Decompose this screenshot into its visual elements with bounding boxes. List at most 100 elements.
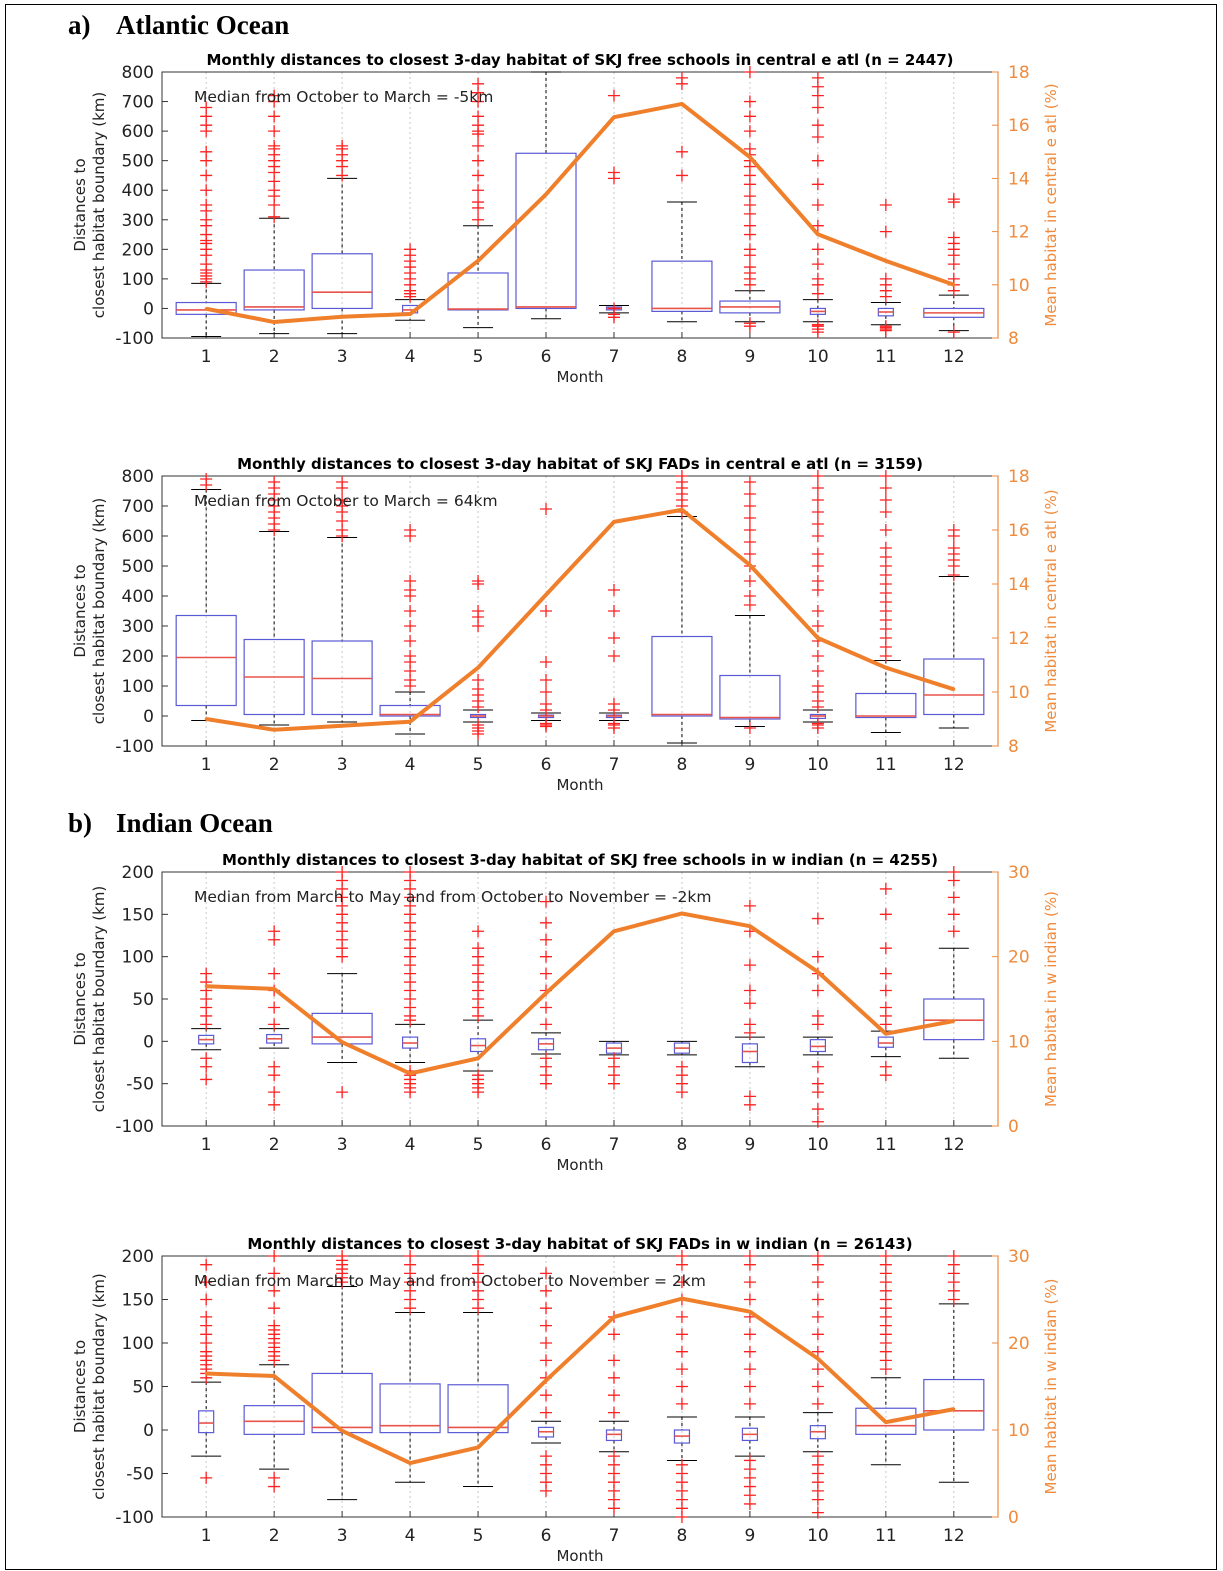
- outlier-marker: [879, 942, 892, 955]
- outlier-marker: [404, 1250, 417, 1262]
- outlier-marker: [540, 967, 553, 980]
- y2-tick-label: 12: [1008, 629, 1030, 649]
- x-tick-label: 12: [943, 1135, 965, 1155]
- boxplot-chart-atlantic-free-schools: -100010020030040050060070080081012141618…: [71, 51, 1060, 386]
- y-tick-label: -50: [126, 1075, 154, 1095]
- outlier-marker: [811, 1103, 824, 1116]
- outlier-marker: [879, 1001, 892, 1014]
- outlier-marker: [743, 125, 756, 138]
- outlier-marker: [811, 1250, 824, 1262]
- mean-habitat-point: [544, 192, 548, 196]
- outlier-marker: [675, 1060, 688, 1073]
- outlier-marker: [743, 1454, 756, 1467]
- outlier-marker: [472, 674, 485, 686]
- outlier-marker: [268, 1302, 281, 1315]
- mean-habitat-point: [748, 1310, 752, 1314]
- outlier-marker: [811, 605, 824, 617]
- y2-tick-label: 20: [1008, 1334, 1030, 1354]
- mean-habitat-line: [205, 507, 955, 732]
- box-4: [379, 1383, 441, 1434]
- outlier-marker: [879, 272, 892, 285]
- outlier-marker: [743, 524, 756, 536]
- y2-tick-label: 10: [1008, 1032, 1030, 1052]
- mean-habitat-point: [680, 1297, 684, 1301]
- outlier-marker: [811, 575, 824, 587]
- outlier-marker: [404, 866, 417, 878]
- outlier-marker: [743, 110, 756, 123]
- outlier-marker: [472, 110, 485, 123]
- outlier-marker: [743, 142, 756, 155]
- mean-habitat-point: [816, 970, 820, 974]
- section-name: Indian Ocean: [116, 808, 273, 838]
- outlier-marker: [947, 925, 960, 938]
- outlier-marker: [947, 866, 960, 878]
- mean-habitat-point: [408, 1072, 412, 1076]
- outlier-marker: [336, 494, 349, 506]
- mean-habitat-point: [476, 259, 480, 263]
- outlier-marker: [675, 1345, 688, 1358]
- y-tick-label: 400: [122, 587, 154, 607]
- section-name: Atlantic Ocean: [116, 10, 290, 40]
- x-tick-label: 11: [875, 347, 897, 367]
- x-tick-label: 1: [201, 1135, 212, 1155]
- outlier-marker: [268, 1086, 281, 1099]
- outlier-marker: [200, 184, 213, 197]
- outlier-marker: [540, 916, 553, 929]
- mean-habitat-point: [272, 987, 276, 991]
- outlier-marker: [404, 635, 417, 647]
- mean-habitat-point: [204, 717, 208, 721]
- x-tick-label: 7: [609, 1135, 620, 1155]
- y-tick-label: 150: [122, 1291, 154, 1311]
- outlier-marker: [540, 1389, 553, 1402]
- outlier-marker: [743, 1345, 756, 1358]
- x-tick-label: 8: [677, 1135, 688, 1155]
- outlier-marker: [743, 590, 756, 602]
- outlier-marker: [743, 997, 756, 1010]
- outlier-marker: [743, 575, 756, 587]
- outlier-marker: [879, 882, 892, 895]
- outlier-marker: [200, 473, 213, 485]
- x-tick-label: 2: [269, 347, 280, 367]
- outlier-marker: [743, 190, 756, 203]
- outlier-marker: [607, 1328, 620, 1341]
- outlier-marker: [540, 1319, 553, 1332]
- x-axis-label: Month: [556, 1547, 603, 1565]
- outlier-marker: [268, 1319, 281, 1332]
- x-tick-label: 9: [745, 755, 756, 775]
- box-5: [447, 272, 509, 311]
- outlier-marker: [879, 908, 892, 921]
- outlier-marker: [743, 1276, 756, 1289]
- outlier-marker: [811, 950, 824, 963]
- mean-habitat-point: [884, 1420, 888, 1424]
- mean-habitat-point: [476, 1056, 480, 1060]
- outlier-marker: [811, 1363, 824, 1376]
- outlier-marker: [675, 1380, 688, 1393]
- y-tick-label: 500: [122, 152, 154, 172]
- outlier-marker: [200, 199, 213, 211]
- mean-habitat-point: [952, 1019, 956, 1023]
- outlier-marker: [811, 1009, 824, 1022]
- box-10: [809, 1039, 826, 1053]
- y2-tick-label: 8: [1008, 737, 1019, 757]
- outlier-marker: [743, 1363, 756, 1376]
- outlier-marker: [811, 482, 824, 494]
- y2-tick-label: 10: [1008, 1421, 1030, 1441]
- outlier-marker: [675, 1363, 688, 1376]
- mean-habitat-point: [612, 1315, 616, 1319]
- y-tick-label: 500: [122, 557, 154, 577]
- outlier-marker: [472, 154, 485, 167]
- box-2: [243, 1405, 305, 1435]
- outlier-marker: [811, 494, 824, 506]
- mean-habitat-point: [408, 312, 412, 316]
- outlier-marker: [540, 503, 553, 515]
- y-tick-label: -100: [115, 1117, 154, 1137]
- outlier-marker: [607, 584, 620, 596]
- x-tick-label: 3: [337, 347, 348, 367]
- x-tick-label: 9: [745, 1526, 756, 1546]
- outlier-marker: [607, 302, 620, 315]
- mean-habitat-point: [204, 307, 208, 311]
- plot-frame: [161, 475, 999, 747]
- outlier-marker: [268, 1060, 281, 1073]
